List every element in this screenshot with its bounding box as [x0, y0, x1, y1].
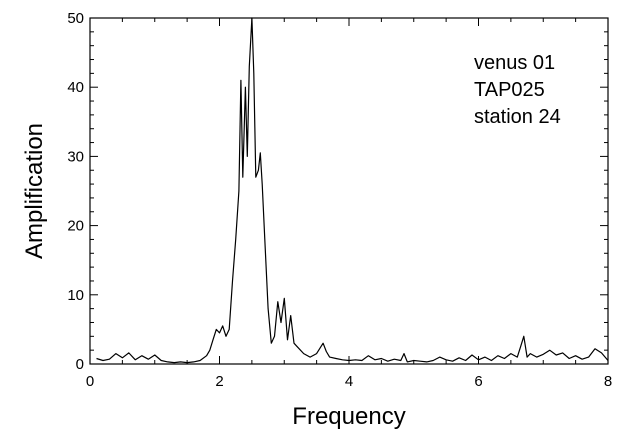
y-tick-label-5: 50 — [67, 10, 84, 27]
series-line-0 — [96, 17, 609, 364]
x-tick-label-1: 2 — [215, 373, 223, 390]
annotation-line-3: station 24 — [474, 106, 561, 128]
y-tick-label-3: 30 — [67, 148, 84, 165]
annotation-block: venus 01 TAP025 station 24 — [474, 52, 561, 128]
plot-frame — [89, 17, 609, 365]
x-tick-label-0: 0 — [86, 373, 94, 390]
y-axis-title: Amplification — [21, 123, 48, 259]
x-tick-label-2: 4 — [345, 373, 353, 390]
y-tick-label-1: 10 — [67, 287, 84, 304]
annotation-line-1: venus 01 — [474, 52, 555, 74]
annotation-line-2: TAP025 — [474, 79, 545, 101]
y-tick-label-4: 40 — [67, 79, 84, 96]
x-axis-title: Frequency — [292, 403, 405, 430]
y-tick-label-2: 20 — [67, 218, 84, 235]
y-tick-label-0: 0 — [76, 356, 84, 373]
tick-labels-layer: 0 2 4 6 8 0 10 20 30 40 50 — [67, 10, 612, 390]
series-layer — [96, 17, 609, 364]
x-tick-label-3: 6 — [474, 373, 482, 390]
x-tick-label-4: 8 — [604, 373, 612, 390]
